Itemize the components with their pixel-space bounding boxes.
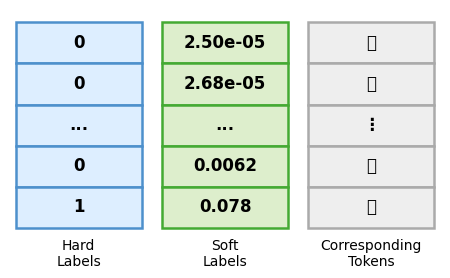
Text: ...: ... (216, 116, 234, 134)
FancyBboxPatch shape (16, 146, 142, 187)
FancyBboxPatch shape (308, 105, 434, 146)
FancyBboxPatch shape (162, 22, 288, 63)
Text: 2.50e-05: 2.50e-05 (184, 34, 266, 52)
Text: Soft
Labels: Soft Labels (202, 239, 248, 269)
Text: 们: 们 (366, 198, 376, 216)
FancyBboxPatch shape (162, 105, 288, 146)
Text: Corresponding
Tokens: Corresponding Tokens (320, 239, 422, 269)
Text: ⋮: ⋮ (363, 116, 379, 134)
FancyBboxPatch shape (308, 63, 434, 105)
FancyBboxPatch shape (16, 187, 142, 228)
FancyBboxPatch shape (16, 63, 142, 105)
FancyBboxPatch shape (16, 22, 142, 63)
FancyBboxPatch shape (308, 146, 434, 187)
FancyBboxPatch shape (162, 146, 288, 187)
FancyBboxPatch shape (308, 22, 434, 63)
Text: 0: 0 (73, 34, 85, 52)
Text: 樾: 樾 (366, 75, 376, 93)
Text: 0: 0 (73, 75, 85, 93)
FancyBboxPatch shape (162, 187, 288, 228)
Text: 2.68e-05: 2.68e-05 (184, 75, 266, 93)
FancyBboxPatch shape (162, 63, 288, 105)
Text: 璐: 璐 (366, 34, 376, 52)
Text: 0.078: 0.078 (199, 198, 251, 216)
Text: Hard
Labels: Hard Labels (56, 239, 101, 269)
Text: 的: 的 (366, 157, 376, 175)
FancyBboxPatch shape (16, 105, 142, 146)
FancyBboxPatch shape (308, 187, 434, 228)
Text: 1: 1 (73, 198, 85, 216)
Text: ...: ... (69, 116, 88, 134)
Text: 0.0062: 0.0062 (193, 157, 257, 175)
Text: 0: 0 (73, 157, 85, 175)
